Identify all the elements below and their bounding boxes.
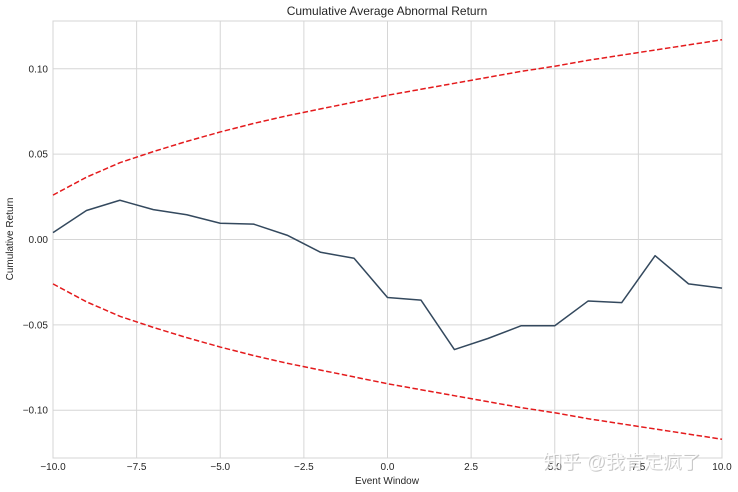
x-tick-label: 7.5 <box>631 462 645 473</box>
y-tick-label: −0.10 <box>23 406 49 417</box>
x-tick-label: 10.0 <box>712 462 732 473</box>
x-tick-label: 0.0 <box>381 462 395 473</box>
y-axis-ticks: −0.10 −0.05 0.00 0.05 0.10 <box>23 64 49 416</box>
x-axis-label: Event Window <box>355 476 420 487</box>
x-tick-label: 5.0 <box>548 462 562 473</box>
car-line <box>52 199 723 351</box>
upper-confidence-band <box>52 39 723 196</box>
chart-title: Cumulative Average Abnormal Return <box>287 4 488 18</box>
watermark-shadow: 知乎 @我肯定疯了 <box>544 452 702 474</box>
y-tick-label: −0.05 <box>23 320 49 331</box>
x-tick-label: −7.5 <box>127 462 147 473</box>
plot-area <box>52 20 723 459</box>
x-tick-label: −2.5 <box>294 462 314 473</box>
x-tick-label: −10.0 <box>40 462 66 473</box>
watermark: 知乎 @我肯定疯了 知乎 @我肯定疯了 <box>543 451 702 474</box>
watermark-text: 知乎 @我肯定疯了 <box>543 451 701 473</box>
x-tick-label: −5.0 <box>210 462 230 473</box>
y-tick-label: 0.00 <box>29 235 49 246</box>
x-tick-label: 2.5 <box>464 462 478 473</box>
lower-confidence-band <box>52 283 723 440</box>
x-axis-ticks: −10.0 −7.5 −5.0 −2.5 0.0 2.5 5.0 7.5 10.0 <box>40 462 732 473</box>
y-tick-label: 0.10 <box>29 64 49 75</box>
y-tick-label: 0.05 <box>29 150 49 161</box>
grid-lines <box>52 21 723 458</box>
y-axis-label: Cumulative Return <box>5 198 16 281</box>
series-layer <box>52 39 723 440</box>
